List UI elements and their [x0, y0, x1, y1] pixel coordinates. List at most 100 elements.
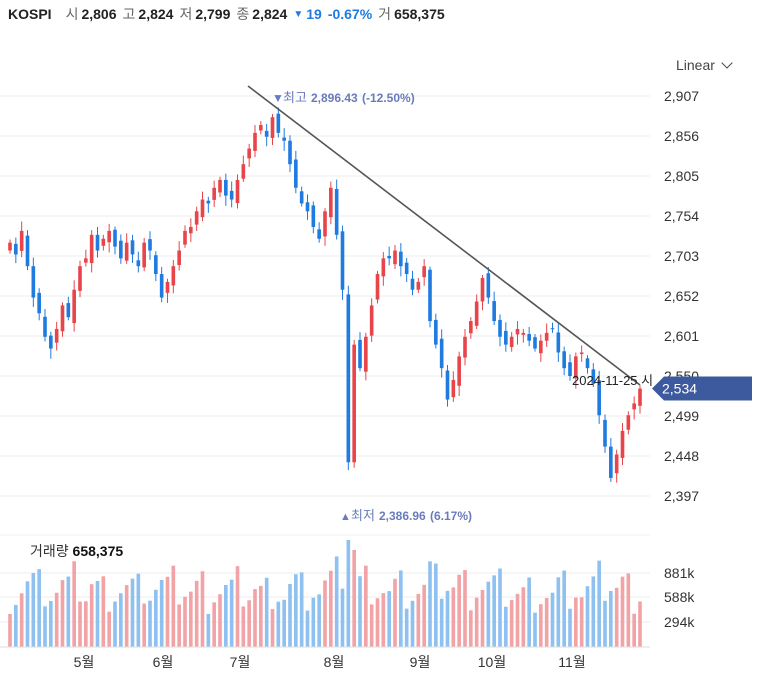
candle-body	[579, 352, 584, 355]
volume-tick-label: 881k	[664, 565, 695, 581]
candle-body	[492, 301, 496, 322]
high-label: 고	[122, 6, 136, 22]
candle-body	[480, 277, 485, 302]
close-label: 종	[236, 6, 250, 22]
quote-header: KOSPI 시 2,806 고 2,824 저 2,799 종 2,824 ▼ …	[8, 4, 451, 24]
scale-mode-label: Linear	[676, 57, 715, 73]
price-tick-label: 2,652	[664, 288, 699, 304]
candle-body	[369, 305, 374, 336]
candle-body	[323, 211, 327, 237]
candle-body	[159, 274, 164, 298]
volume-tick-label: 294k	[664, 614, 695, 630]
candle-body	[393, 250, 397, 265]
volume-bar	[72, 561, 76, 647]
price-tick-label: 2,754	[664, 208, 699, 224]
volume-bar	[311, 597, 316, 647]
candle-body	[474, 301, 479, 326]
volume-title-label: 거래량	[30, 543, 69, 559]
candle-body	[189, 226, 193, 234]
candle-body	[445, 370, 450, 400]
volume-bar	[410, 600, 415, 647]
candle-body	[206, 200, 211, 204]
volume-bar	[189, 591, 193, 647]
candle-body	[352, 344, 356, 463]
candle-body	[539, 340, 543, 354]
candle-body	[504, 330, 508, 345]
volume-bar	[212, 602, 216, 647]
candle-body	[89, 234, 94, 264]
volume-bar	[609, 591, 613, 647]
volume-bar	[31, 573, 36, 647]
volume-bar	[544, 598, 549, 647]
volume-bar	[329, 570, 333, 647]
volume-bar	[19, 593, 24, 647]
high-marker-pct: (-12.50%)	[362, 91, 415, 105]
candle-body	[463, 336, 467, 358]
volume-bar	[422, 584, 426, 647]
volume-bar	[200, 571, 205, 647]
volume-bar	[498, 568, 502, 647]
volume-bar	[428, 561, 432, 647]
volume-value: 658,375	[394, 6, 445, 22]
volume-bar	[614, 587, 619, 647]
volume-bar	[457, 574, 461, 647]
change-value: 19	[306, 6, 322, 22]
candle-body	[165, 281, 170, 293]
volume-bar	[474, 597, 479, 647]
price-tick-label: 2,448	[664, 448, 699, 464]
candle-body	[282, 137, 286, 141]
volume-bar	[253, 589, 257, 647]
volume-bar	[533, 612, 537, 647]
candle-body	[434, 319, 438, 345]
high-marker-icon: ▼	[272, 91, 284, 105]
volume-tick-label: 588k	[664, 589, 695, 605]
volume-bar	[539, 604, 543, 647]
candle-body	[177, 250, 181, 266]
current-price-label: 2,534	[662, 381, 697, 397]
scale-mode-dropdown[interactable]: Linear	[676, 57, 733, 73]
volume-bar	[66, 576, 71, 647]
current-price-badge	[652, 376, 752, 401]
candle-body	[533, 337, 537, 349]
candle-body	[171, 266, 176, 286]
down-triangle-icon: ▼	[293, 8, 304, 20]
volume-bar	[194, 580, 199, 647]
month-tick-label: 8월	[324, 654, 345, 670]
candle-body	[14, 243, 18, 255]
candle-body	[84, 258, 88, 263]
month-tick-label: 10월	[478, 654, 506, 670]
trendline-label: 2024-11-25 시	[572, 373, 653, 388]
candle-body	[451, 379, 456, 398]
candle-body	[247, 148, 251, 159]
volume-bar	[136, 573, 141, 647]
volume-bar	[585, 586, 590, 647]
candle-body	[259, 125, 263, 131]
volume-bar	[183, 596, 187, 647]
candle-body	[270, 117, 275, 138]
candle-body	[130, 240, 135, 255]
candle-body	[288, 140, 292, 165]
volume-bar	[527, 577, 531, 647]
month-tick-label: 11월	[558, 654, 585, 670]
volume-bar	[504, 606, 508, 647]
volume-bar	[119, 593, 123, 647]
volume-bar	[78, 601, 82, 647]
volume-bar	[241, 606, 246, 647]
candle-body	[521, 332, 526, 335]
volume-bar	[177, 604, 181, 647]
volume-bar	[218, 594, 222, 647]
trendline[interactable]	[247, 85, 641, 386]
candle-body	[509, 336, 514, 347]
volume-bar	[358, 576, 362, 647]
candle-body	[334, 188, 339, 235]
volume-bar	[8, 614, 12, 647]
volume-bar	[334, 556, 339, 647]
candle-body	[25, 235, 30, 267]
volume-bar	[89, 584, 94, 647]
volume-bar	[451, 587, 456, 647]
candle-body	[387, 256, 391, 259]
volume-bar	[492, 575, 496, 647]
candle-body	[597, 380, 601, 416]
volume-bar	[620, 576, 625, 647]
